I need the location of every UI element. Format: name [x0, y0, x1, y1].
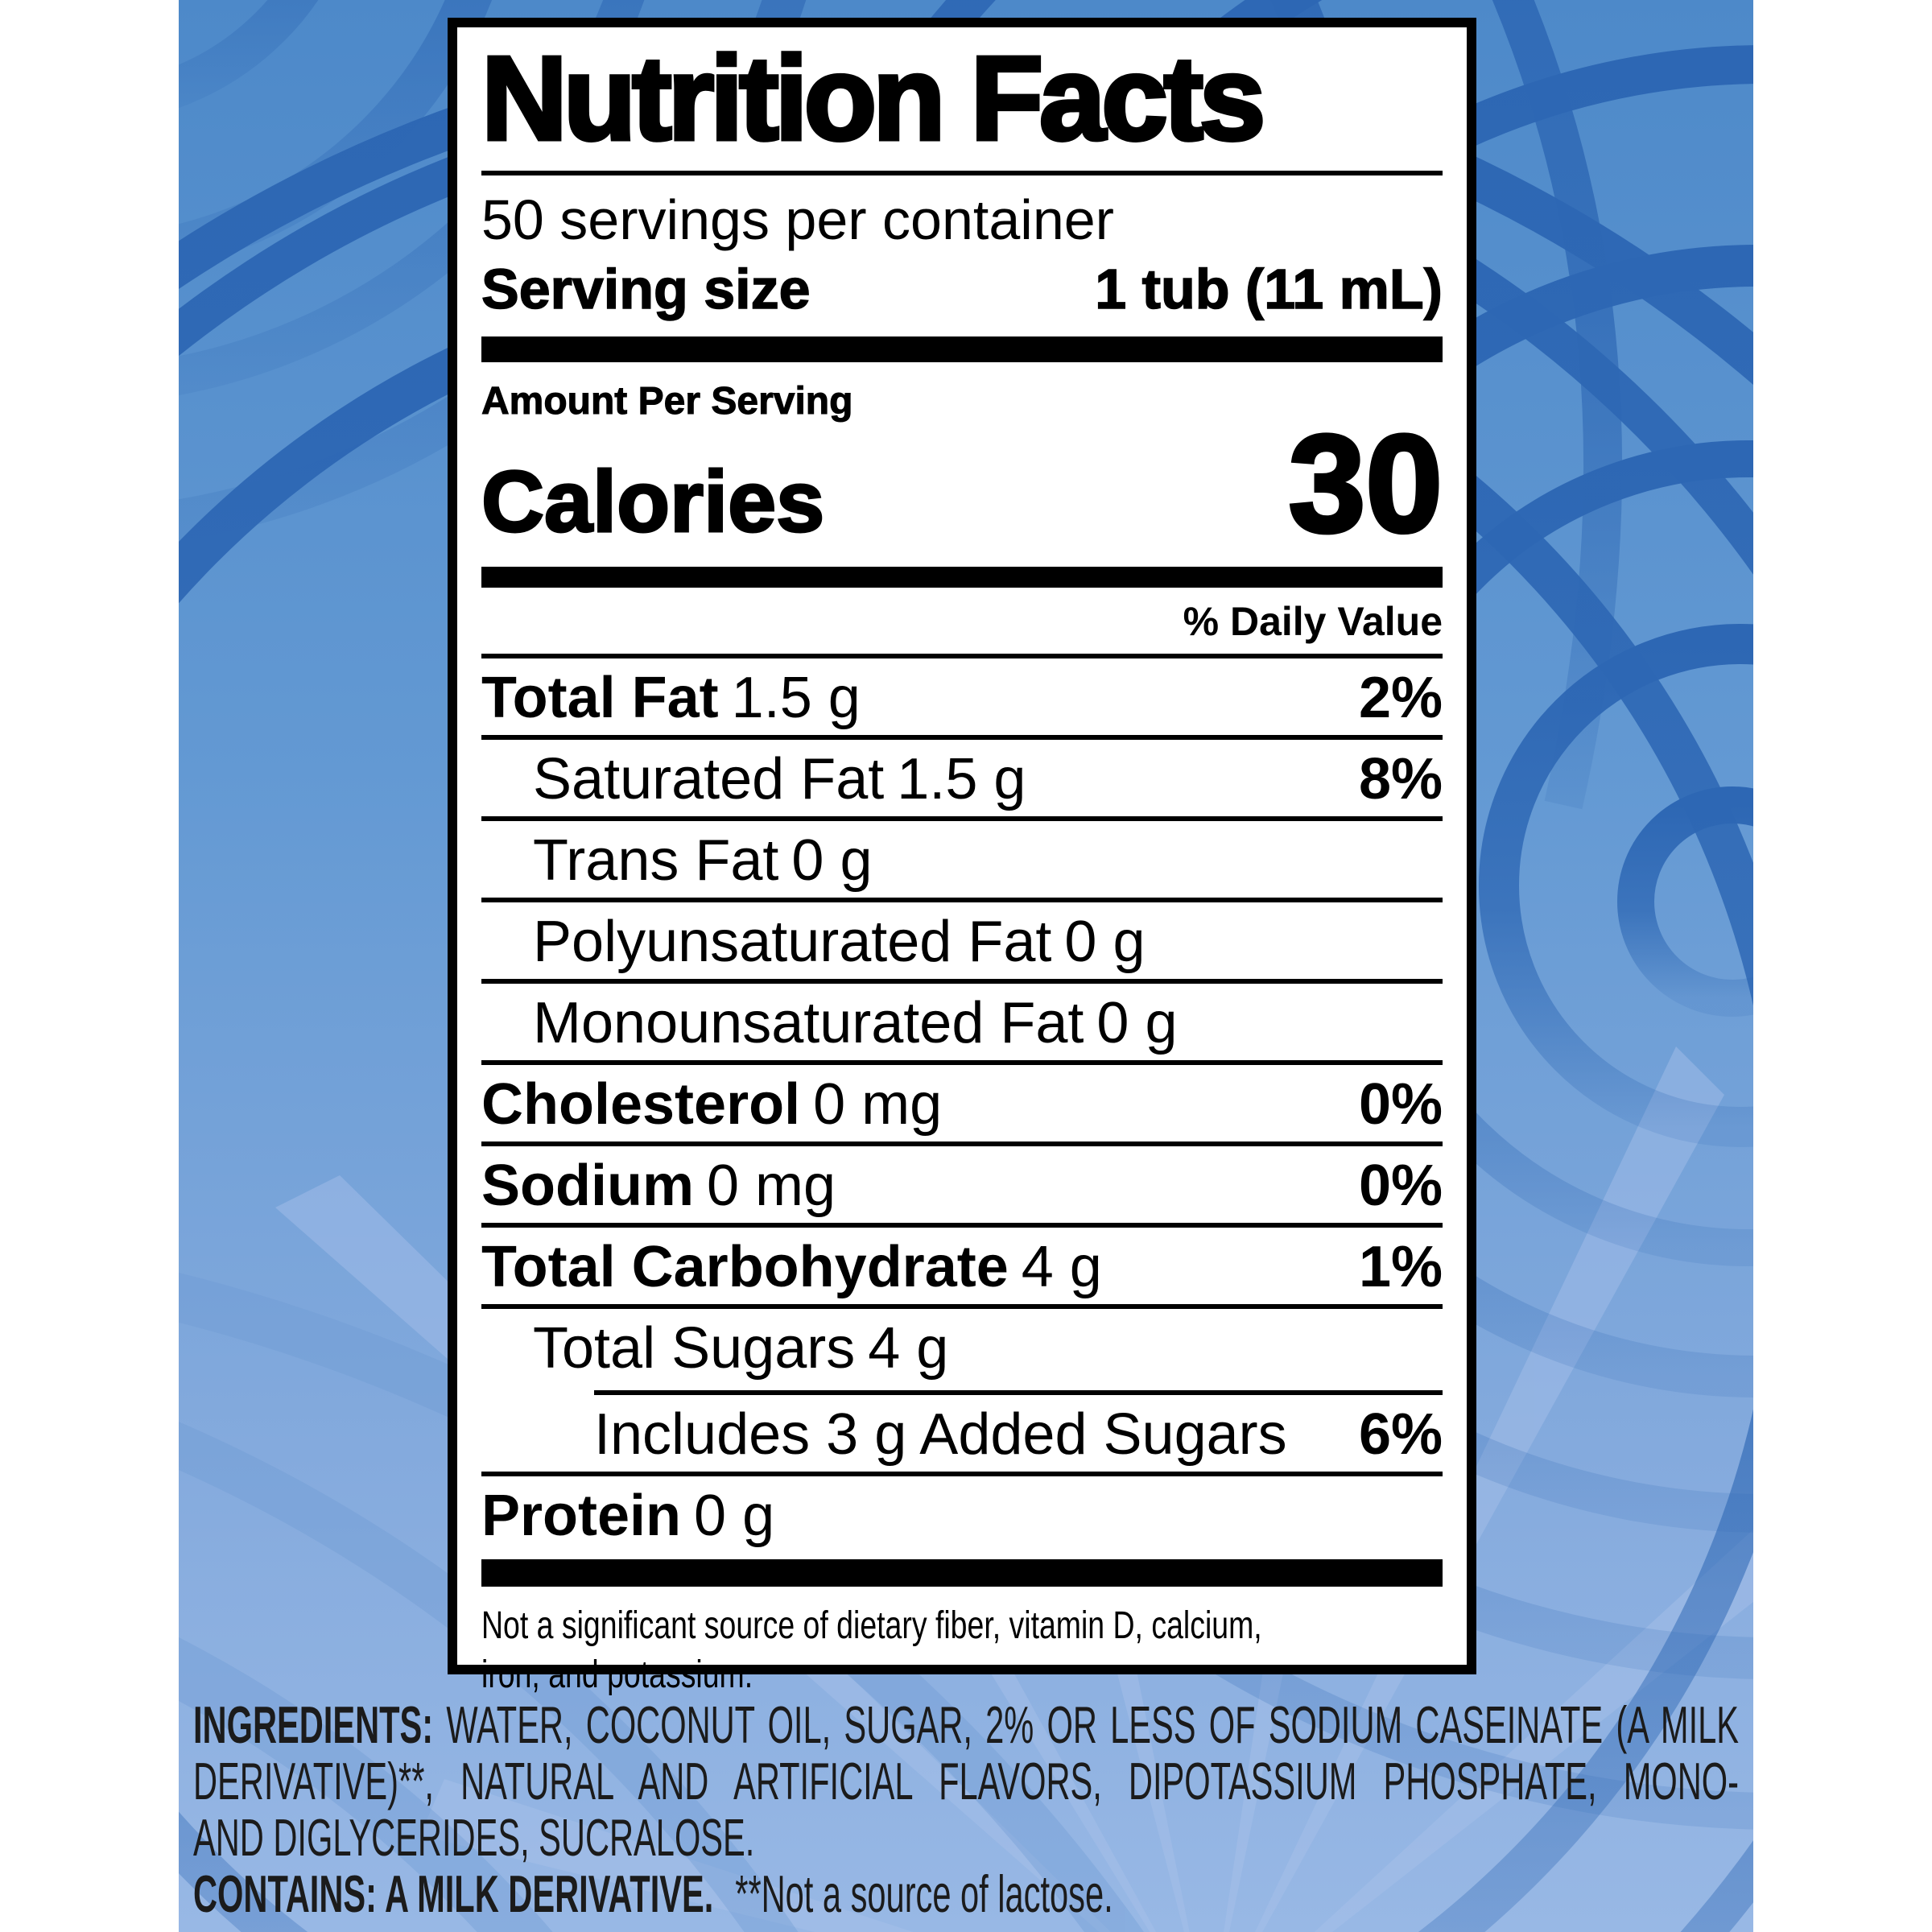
nutrient-dv: 1%: [1358, 1235, 1443, 1299]
nutrient-row-sodium: Sodium 0 mg 0%: [481, 1146, 1443, 1228]
nutrient-row-saturated-fat: Saturated Fat 1.5 g 8%: [481, 740, 1443, 821]
nutrient-name: Total Fat: [481, 666, 719, 730]
nutrient-name: Trans Fat: [533, 828, 779, 893]
footnote: Not a significant source of dietary fibe…: [481, 1601, 1262, 1699]
lactose-note: **Not a source of lactose.: [735, 1864, 1113, 1923]
nutrient-dv: 8%: [1358, 747, 1443, 811]
divider: [481, 171, 1443, 175]
ingredients-line: AND DIGLYCERIDES, SUCRALOSE.: [193, 1808, 755, 1867]
serving-size-row: Serving size 1 tub (11 mL): [481, 254, 1443, 324]
serving-size-value: 1 tub (11 mL): [1095, 257, 1443, 321]
contains-label: CONTAINS: A MILK DERIVATIVE.: [193, 1864, 714, 1923]
serving-size-label: Serving size: [481, 257, 811, 321]
calories-value: 30: [1286, 407, 1444, 561]
nutrient-row-trans-fat: Trans Fat 0 g: [481, 821, 1443, 902]
indented-divider: [594, 1390, 1443, 1395]
nutrient-amount: 1.5 g: [897, 747, 1026, 811]
nutrient-amount: 1.5 g: [731, 666, 861, 730]
ingredients-label: INGREDIENTS:: [193, 1695, 434, 1754]
nutrient-name: Total Carbohydrate: [481, 1235, 1009, 1299]
ingredients-line: DERIVATIVE)**, NATURAL AND ARTIFICIAL FL…: [193, 1752, 1739, 1810]
nutrient-name: Saturated Fat: [533, 747, 885, 811]
calories-row: Calories 30: [480, 407, 1444, 561]
thick-rule: [481, 567, 1443, 588]
thick-rule: [481, 1559, 1443, 1587]
nutrient-amount: 4 g: [868, 1316, 949, 1381]
nutrient-row-cholesterol: Cholesterol 0 mg 0%: [481, 1065, 1443, 1146]
footnote-line: Not a significant source of dietary fibe…: [481, 1604, 1262, 1647]
nutrient-amount: 4 g: [1021, 1235, 1102, 1299]
nutrient-amount: 0 g: [694, 1484, 775, 1548]
ingredients-statement: INGREDIENTS: WATER, COCONUT OIL, SUGAR, …: [193, 1697, 1739, 1922]
daily-value-header: % Daily Value: [1183, 599, 1443, 644]
nutrient-dv: 2%: [1358, 666, 1443, 730]
nutrient-name: Total Sugars: [533, 1316, 856, 1381]
thick-rule: [481, 336, 1443, 362]
nutrient-row-total-fat: Total Fat 1.5 g 2%: [481, 658, 1443, 740]
nutrient-row-monounsaturated-fat: Monounsaturated Fat 0 g: [481, 984, 1443, 1065]
nutrient-dv: 0%: [1358, 1072, 1443, 1137]
contains-line: CONTAINS: A MILK DERIVATIVE. **Not a sou…: [193, 1866, 1739, 1922]
nutrient-name: Cholesterol: [481, 1072, 801, 1137]
divider: [481, 654, 1443, 658]
footnote-line: iron, and potassium.: [481, 1653, 753, 1696]
nutrient-dv: 0%: [1358, 1154, 1443, 1218]
amount-per-serving-label: Amount Per Serving: [481, 380, 853, 423]
nutrient-amount: 0 g: [1064, 910, 1146, 974]
nutrient-amount: 0 mg: [707, 1154, 836, 1218]
nutrient-name: Protein: [481, 1484, 682, 1548]
nutrient-amount: 0 g: [1096, 991, 1178, 1055]
servings-per-container: 50 servings per container: [481, 188, 1114, 251]
nutrient-row-polyunsaturated-fat: Polyunsaturated Fat 0 g: [481, 902, 1443, 984]
nutrient-amount: 0 mg: [813, 1072, 943, 1137]
nutrient-name: Sodium: [481, 1154, 694, 1218]
nutrient-row-protein: Protein 0 g: [481, 1476, 1443, 1558]
label-title: Nutrition Facts: [480, 32, 1268, 165]
ingredients-text: WATER, COCONUT OIL, SUGAR, 2% OR LESS OF…: [446, 1695, 1740, 1754]
nutrient-name: Polyunsaturated Fat: [533, 910, 1052, 974]
nutrient-row-total-carbohydrate: Total Carbohydrate 4 g 1%: [481, 1228, 1443, 1309]
calories-label: Calories: [480, 452, 825, 551]
nutrient-row-total-sugars: Total Sugars 4 g: [481, 1309, 1443, 1390]
ingredients-line: INGREDIENTS: WATER, COCONUT OIL, SUGAR, …: [193, 1697, 1739, 1753]
nutrient-name: Monounsaturated Fat: [533, 991, 1084, 1055]
nutrient-row-added-sugars: Includes 3 g Added Sugars 6%: [481, 1395, 1443, 1476]
nutrition-facts-label: Nutrition Facts 50 servings per containe…: [448, 18, 1476, 1696]
nutrient-amount: 0 g: [791, 828, 873, 893]
nutrient-name: Includes 3 g Added Sugars: [594, 1402, 1287, 1467]
nutrient-dv: 6%: [1358, 1402, 1443, 1467]
